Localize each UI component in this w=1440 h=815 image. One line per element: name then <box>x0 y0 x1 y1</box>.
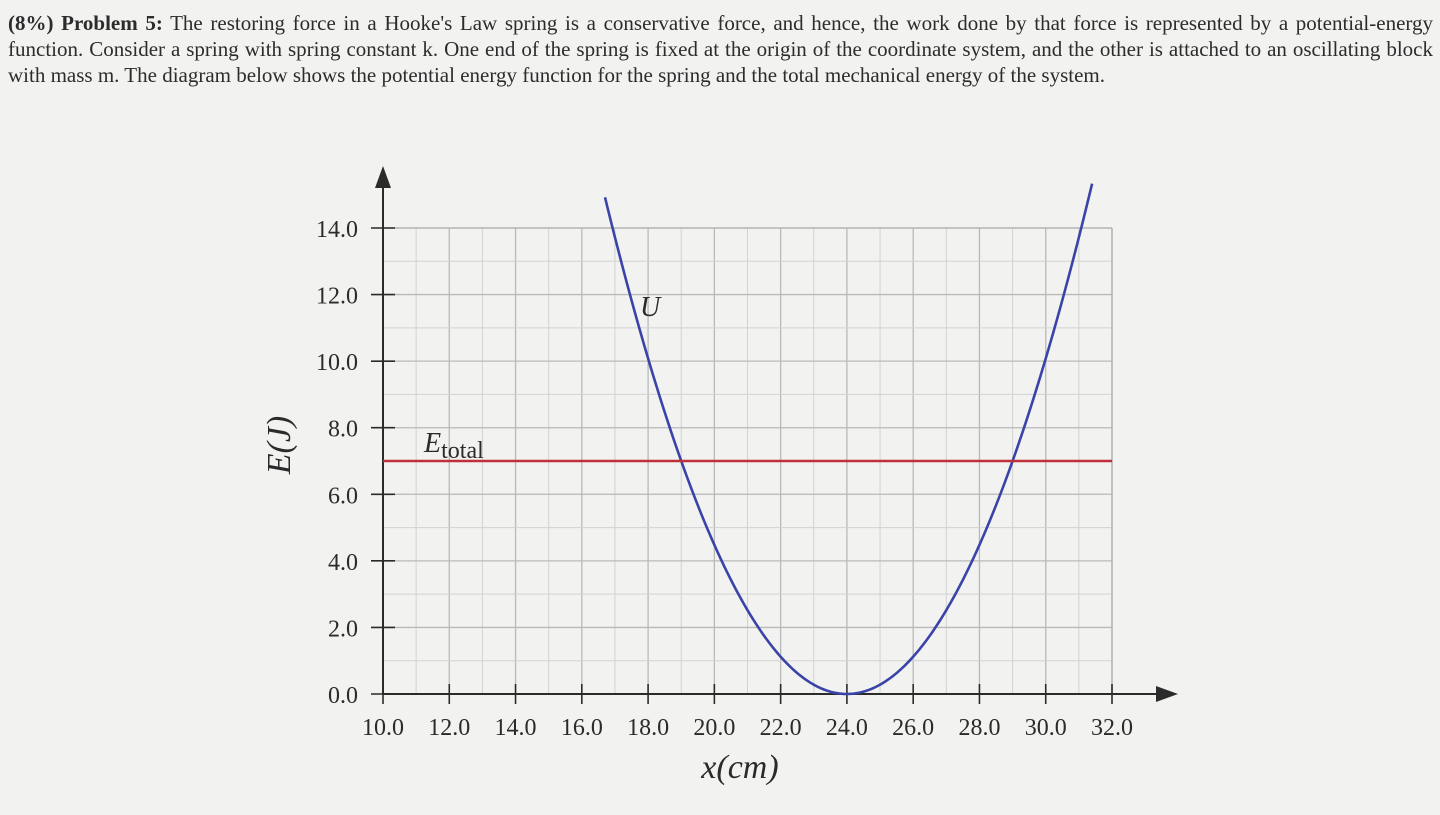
x-tick-label: 20.0 <box>693 715 735 741</box>
x-tick-label: 24.0 <box>826 715 868 741</box>
chart-axes <box>375 166 1178 702</box>
problem-label: (8%) Problem 5: <box>8 11 163 35</box>
y-tick-label: 4.0 <box>328 550 358 576</box>
x-tick-label: 30.0 <box>1025 715 1067 741</box>
chart-series <box>383 183 1112 696</box>
y-tick-label: 10.0 <box>316 350 358 376</box>
series-line-u <box>603 183 1094 696</box>
y-tick-label: 6.0 <box>328 483 358 509</box>
x-axis-arrow-icon <box>1156 686 1178 702</box>
y-tick-label: 0.0 <box>328 683 358 709</box>
problem-statement: (8%) Problem 5: The restoring force in a… <box>8 10 1433 88</box>
y-tick-label: 8.0 <box>328 417 358 443</box>
x-tick-label: 14.0 <box>495 715 537 741</box>
y-axis-label: E(J) <box>261 416 298 476</box>
x-tick-label: 18.0 <box>627 715 669 741</box>
x-tick-label: 32.0 <box>1091 715 1133 741</box>
series-label-u: U <box>640 292 662 323</box>
series-label-etotal: Etotal <box>423 428 484 464</box>
x-tick-label: 22.0 <box>760 715 802 741</box>
x-tick-label: 10.0 <box>362 715 404 741</box>
x-tick-label: 26.0 <box>892 715 934 741</box>
x-tick-label: 16.0 <box>561 715 603 741</box>
y-tick-label: 12.0 <box>316 284 358 310</box>
x-tick-label: 12.0 <box>428 715 470 741</box>
y-axis-arrow-icon <box>375 166 391 188</box>
problem-body: The restoring force in a Hooke's Law spr… <box>8 11 1434 87</box>
chart-ticks: 10.0 12.0 14.0 16.0 18.0 20.0 22.0 24.0 26.0 28.0… <box>316 217 1133 741</box>
y-tick-label: 14.0 <box>316 217 358 243</box>
x-axis-label: x(cm) <box>700 749 778 786</box>
x-tick-label: 28.0 <box>958 715 1000 741</box>
y-tick-label: 2.0 <box>328 616 358 642</box>
